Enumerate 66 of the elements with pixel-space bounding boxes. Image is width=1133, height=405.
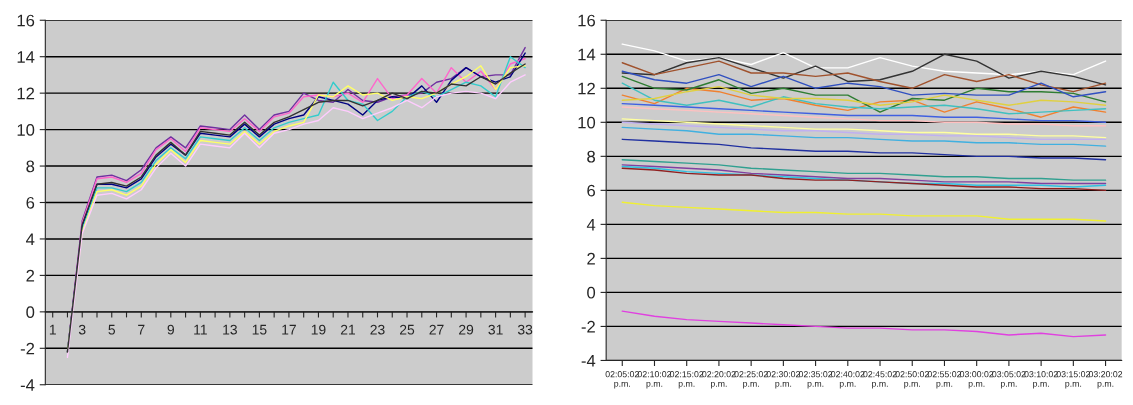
y-tick-label: 6 [26,196,35,209]
line-series [621,53,1107,86]
x-tick-label: 02:50:02 p.m. [895,371,929,389]
y-tick-label: 8 [587,150,596,163]
y-tick-label: 12 [578,82,595,95]
x-tick-label: 02:10:02 p.m. [637,371,672,389]
x-tick-label: 03:20:02 p.m. [1088,371,1123,389]
y-tick-label: -4 [20,379,35,391]
line-series [621,43,1107,76]
line-series [621,126,1107,147]
y-tick-label: 2 [587,252,595,265]
y-tick-label: 4 [26,233,35,245]
x-tick-label: 31 [488,324,503,335]
x-tick-label: 02:35:02 p.m. [798,371,833,389]
line-series [621,75,1107,113]
x-tick-label: 11 [194,324,207,335]
y-tick-label: 10 [578,116,596,129]
x-tick-label: 03:15:02 p.m. [1056,371,1090,389]
y-tick-label: 8 [26,160,35,173]
x-tick-label: 5 [108,324,116,335]
x-tick-label: 03:05:02 p.m. [992,371,1026,389]
x-tick-label: 02:15:02 p.m. [670,371,704,389]
line-series [621,85,1107,106]
x-tick-label: 25 [400,324,415,335]
x-tick-label: 02:45:02 p.m. [863,371,897,389]
x-tick-label: 3 [78,324,86,335]
x-tick-label: 02:40:02 p.m. [831,371,865,389]
y-tick-label: 10 [17,124,35,136]
x-tick-label: 33 [517,324,533,335]
x-tick-label: 02:55:02 p.m. [927,371,962,389]
x-tick-label: 02:30:02 p.m. [766,371,800,389]
y-tick-label: 2 [26,269,35,282]
y-tick-label: 4 [586,218,596,231]
y-tick-label: -4 [581,355,596,367]
y-tick-label: -2 [20,342,35,355]
line-series [621,60,1107,93]
x-tick-label: 7 [138,324,145,335]
x-tick-label: 29 [459,324,474,335]
x-tick-label: 02:05:02 p.m. [605,371,639,389]
y-tick-label: 6 [587,184,596,197]
x-tick-label: 23 [370,324,385,335]
y-tick-label: 16 [578,14,596,27]
line-series [621,310,1107,338]
y-tick-label: 16 [17,14,35,27]
x-tick-label: 03:10:02 p.m. [1024,371,1058,389]
line-series [621,201,1107,222]
line-series [621,138,1107,161]
x-tick-label: 9 [167,324,175,335]
x-tick-label: 02:25:02 p.m. [734,371,768,389]
x-tick-label: 15 [252,324,267,335]
x-tick-label: 27 [429,324,444,335]
x-tick-label: 21 [340,324,356,335]
x-tick-label: 02:20:02 p.m. [702,371,736,389]
x-tick-label: 19 [311,324,326,335]
y-tick-label: -2 [581,320,595,333]
y-tick-label: 0 [26,306,35,319]
y-tick-label: 12 [17,87,35,100]
x-tick-label: 03:00:02 p.m. [959,371,994,389]
y-tick-label: 14 [17,51,35,63]
line-series [621,159,1107,181]
x-tick-label: 17 [282,324,296,335]
x-tick-label: 1 [49,324,56,335]
x-tick-label: 13 [223,324,237,335]
y-tick-label: 0 [587,286,596,299]
y-tick-label: 14 [578,48,596,61]
line-series [621,70,1107,98]
